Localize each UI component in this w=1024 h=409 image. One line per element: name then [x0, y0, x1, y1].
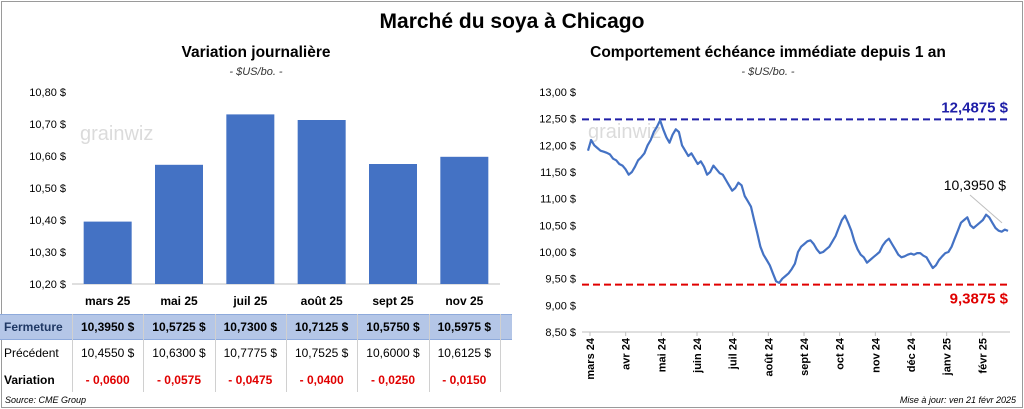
x-tick-label: juil 24	[728, 337, 740, 370]
price-line	[586, 119, 1009, 284]
table-cell: 10,7525 $	[294, 346, 349, 360]
y-tick-label: 10,30 $	[29, 247, 66, 259]
table-row-precedent: Précédent 10,4550 $ 10,6300 $ 10,7775 $ 10,…	[0, 341, 512, 365]
table-separator	[500, 314, 501, 392]
table-cell: 10,6000 $	[366, 346, 420, 360]
x-tick-label: mai 24	[656, 337, 668, 372]
y-tick-label: 8,50 $	[545, 327, 576, 339]
x-tick-label: févr 25	[977, 338, 989, 373]
x-tick-label: oct 24	[835, 337, 847, 370]
x-tick-label: janv 25	[942, 338, 954, 376]
x-tick-label: août 25	[301, 294, 343, 308]
bar	[297, 120, 346, 284]
x-tick-label: juil 25	[232, 294, 267, 308]
x-tick-label: mars 24	[585, 337, 597, 379]
x-tick-label: déc 24	[906, 337, 918, 372]
line-chart-subtitle: - $US/bo. -	[741, 66, 795, 78]
y-tick-label: 10,60 $	[29, 151, 66, 163]
source-note: Source: CME Group	[5, 395, 87, 405]
y-tick-label: 9,50 $	[545, 274, 576, 286]
x-tick-label: nov 24	[870, 337, 882, 373]
bar-watermark: grainwiz	[80, 123, 153, 145]
table-separator	[72, 314, 73, 392]
x-tick-label: mars 25	[85, 294, 131, 308]
x-tick-label: avr 24	[621, 337, 633, 370]
table-cell: - 0,0400	[299, 373, 344, 387]
y-tick-label: 10,80 $	[29, 87, 66, 99]
high-label: 12,4875 $	[941, 99, 1008, 116]
page-title: Marché du soya à Chicago	[379, 10, 645, 33]
table-cell: - 0,0475	[228, 373, 273, 387]
x-tick-label: août 24	[763, 337, 775, 376]
table-cell: 10,5725 $	[152, 320, 206, 334]
bar	[226, 114, 275, 285]
x-tick-label: mai 25	[160, 294, 198, 308]
y-tick-label: 10,50 $	[539, 220, 576, 232]
table-cell: 10,6300 $	[152, 346, 206, 360]
y-tick-label: 10,50 $	[29, 183, 66, 195]
table-separator	[428, 314, 430, 392]
line-watermark: grainwiz	[588, 121, 661, 143]
y-tick-label: 10,70 $	[29, 119, 66, 131]
table-separator	[214, 314, 216, 392]
table-cell: - 0,0250	[370, 373, 416, 387]
y-tick-label: 13,00 $	[539, 87, 576, 99]
update-note: Mise à jour: ven 21 févr 2025	[899, 395, 1016, 405]
watermark-text: grainwiz	[588, 121, 661, 143]
table-cell: 10,7125 $	[294, 320, 349, 334]
bar-chart-subtitle: - $US/bo. -	[229, 66, 283, 78]
table-separator	[357, 314, 359, 392]
table-cell: 10,7775 $	[223, 346, 278, 360]
x-tick-label: sept 25	[372, 294, 414, 308]
y-tick-label: 11,00 $	[540, 194, 576, 206]
y-tick-label: 9,00 $	[545, 300, 576, 312]
bar-chart-title: Variation journalière	[181, 44, 331, 61]
table-cell: 10,3950 $	[80, 320, 135, 334]
bar-chart: 10,20 $ 10,30 $ 10,40 $ 10,50 $ 10,60 $ 10,70…	[29, 87, 500, 308]
table-cell: 10,5750 $	[366, 320, 420, 334]
y-tick-label: 10,00 $	[539, 247, 576, 259]
line-chart: 8,50 $ 9,00 $ 9,50 $ 10,00 $ 10,50 $ 11,00 $ 1…	[539, 87, 1010, 380]
last-value-label: 10,3950 $	[944, 177, 1006, 193]
y-tick-label: 11,50 $	[540, 167, 576, 179]
row-label: Variation	[4, 373, 55, 387]
table-cell: 10,4550 $	[80, 346, 135, 360]
y-tick-label: 10,40 $	[29, 215, 66, 227]
x-tick-label: sept 24	[799, 337, 811, 376]
bar	[83, 221, 132, 284]
y-tick-label: 12,00 $	[539, 140, 576, 152]
table-cell: - 0,0575	[156, 373, 202, 387]
y-tick-label: 12,50 $	[539, 114, 576, 126]
table-cell: 10,7300 $	[223, 320, 278, 334]
x-tick-label: juin 24	[692, 337, 704, 374]
table-cell: 10,6125 $	[437, 346, 492, 360]
last-value-leader	[969, 194, 1003, 224]
x-tick-label: nov 25	[445, 294, 483, 308]
low-label: 9,3875 $	[950, 291, 1009, 308]
bar	[440, 156, 489, 284]
table-row-fermeture: Fermeture 10,3950 $ 10,5725 $ 10,7300 $ 10,…	[0, 314, 512, 340]
table-cell: 10,5975 $	[437, 320, 492, 334]
y-tick-label: 10,20 $	[29, 279, 66, 291]
watermark-text: grainwiz	[80, 123, 153, 145]
bar	[369, 164, 417, 284]
row-label: Précédent	[4, 346, 59, 360]
row-label: Fermeture	[4, 320, 63, 334]
table-row-variation: Variation - 0,0600 - 0,0575 - 0,0475 - 0,04…	[0, 368, 512, 392]
table-separator	[286, 314, 287, 392]
table-separator	[143, 314, 145, 392]
table-cell: - 0,0150	[442, 373, 487, 387]
line-chart-title: Comportement échéance immédiate depuis 1…	[590, 44, 946, 61]
table-cell: - 0,0600	[85, 373, 130, 387]
bar	[155, 164, 203, 284]
